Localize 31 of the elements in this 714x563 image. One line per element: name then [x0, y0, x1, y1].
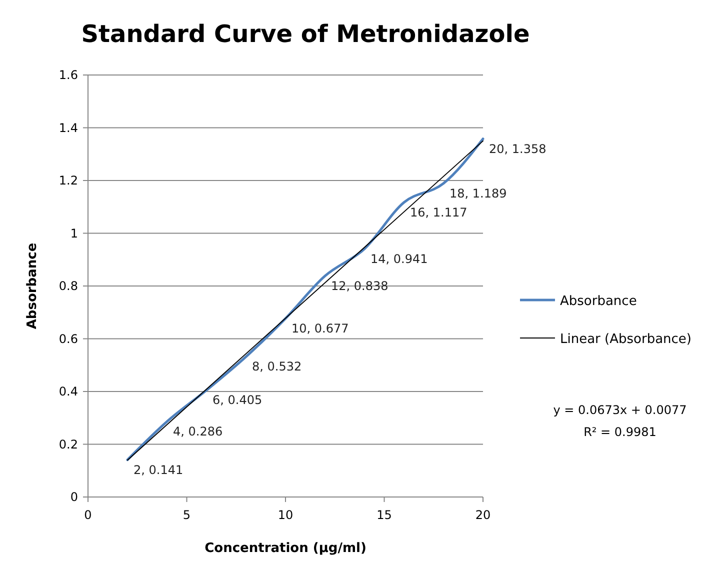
- y-tick-label: 0.4: [58, 384, 78, 398]
- text: y = 0.0673x + 0.0077: [553, 403, 687, 417]
- y-tick-label: 1.6: [58, 68, 78, 82]
- x-tick-label: 0: [84, 508, 92, 522]
- x-axis-title: Concentration (µg/ml): [204, 541, 366, 556]
- data-label: 10, 0.677: [292, 321, 349, 336]
- legend-label: Linear (Absorbance): [560, 332, 692, 347]
- legend-label: Absorbance: [560, 294, 637, 309]
- y-tick-label: 1.4: [58, 120, 78, 135]
- y-tick-label: 1.2: [58, 174, 78, 188]
- y-axis-title: Absorbance: [25, 242, 40, 330]
- x-tick-label: 15: [376, 508, 392, 522]
- y-tick-label: 0.2: [58, 437, 78, 452]
- x-tick-label: 20: [475, 508, 491, 522]
- data-label: 4, 0.286: [173, 424, 223, 439]
- y-tick-label: 0: [70, 490, 78, 504]
- data-label: 6, 0.405: [212, 393, 262, 408]
- data-label: 20, 1.358: [489, 142, 546, 156]
- x-tick-label: 10: [278, 508, 294, 522]
- data-label: 18, 1.189: [450, 186, 507, 200]
- chart-title: Standard Curve of Metronidazole: [81, 20, 530, 48]
- x-tick-label: 5: [182, 508, 191, 522]
- data-label: 14, 0.941: [370, 252, 428, 266]
- data-label: 2, 0.141: [134, 462, 184, 477]
- y-tick-label: 0.6: [58, 332, 78, 346]
- text: R² = 0.9981: [584, 425, 656, 439]
- data-label: 8, 0.532: [252, 360, 302, 374]
- data-label: 16, 1.117: [410, 205, 468, 220]
- y-tick-label: 0.8: [58, 279, 78, 293]
- data-label: 12, 0.838: [331, 278, 388, 293]
- y-tick-label: 1: [70, 226, 78, 240]
